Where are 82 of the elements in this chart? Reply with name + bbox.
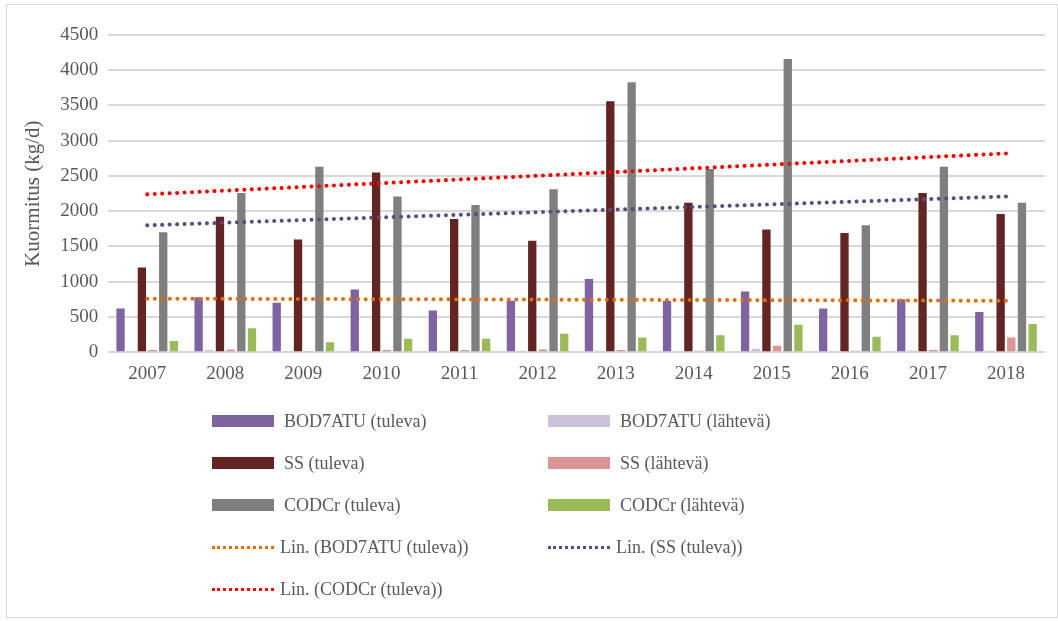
x-tick-label: 2014 bbox=[674, 361, 714, 383]
bar bbox=[293, 239, 303, 352]
bar bbox=[247, 328, 257, 352]
legend-label: Lin. (SS (tuleva)) bbox=[616, 536, 743, 558]
bar bbox=[638, 337, 647, 352]
bar bbox=[627, 82, 636, 352]
bar bbox=[872, 336, 881, 352]
bar bbox=[1007, 337, 1016, 352]
bar bbox=[584, 278, 594, 352]
legend-label: SS (lähtevä) bbox=[620, 452, 709, 474]
y-tick-label: 4000 bbox=[60, 58, 99, 80]
bar bbox=[237, 192, 246, 352]
y-tick-label: 2500 bbox=[60, 163, 99, 185]
bar bbox=[716, 335, 725, 352]
x-tick-label: 2015 bbox=[752, 361, 791, 383]
y-tick-label: 500 bbox=[69, 304, 99, 326]
bar bbox=[684, 202, 693, 352]
bar bbox=[975, 312, 984, 352]
x-tick-label: 2009 bbox=[284, 361, 323, 383]
bar bbox=[897, 299, 906, 352]
bar bbox=[528, 240, 537, 352]
bar bbox=[1028, 324, 1037, 352]
bar bbox=[918, 192, 927, 352]
bar bbox=[762, 229, 771, 352]
bar bbox=[482, 338, 491, 352]
bar bbox=[194, 297, 203, 352]
legend-label: SS (tuleva) bbox=[284, 452, 365, 474]
legend-label: CODCr (tuleva) bbox=[284, 494, 401, 516]
bar bbox=[950, 335, 959, 352]
legend-label: BOD7ATU (tuleva) bbox=[284, 410, 427, 432]
x-tick-label: 2010 bbox=[362, 361, 401, 383]
bar bbox=[350, 289, 359, 352]
bar bbox=[471, 204, 480, 352]
legend-label: Lin. (CODCr (tuleva)) bbox=[280, 578, 443, 600]
bar bbox=[371, 172, 381, 352]
bar bbox=[428, 310, 437, 352]
x-tick-label: 2007 bbox=[128, 361, 167, 383]
y-tick-label: 0 bbox=[88, 340, 99, 362]
bar bbox=[215, 216, 225, 352]
bar bbox=[506, 300, 516, 352]
x-tick-label: 2016 bbox=[830, 361, 869, 383]
bar bbox=[939, 166, 949, 352]
bar bbox=[740, 291, 750, 352]
x-tick-label: 2011 bbox=[440, 361, 479, 383]
bar bbox=[772, 345, 782, 352]
bar bbox=[840, 233, 849, 352]
bar bbox=[662, 300, 672, 352]
legend-label: BOD7ATU (lähtevä) bbox=[620, 410, 771, 432]
bar bbox=[393, 196, 402, 352]
y-tick-label: 1000 bbox=[60, 269, 99, 291]
bar bbox=[403, 338, 413, 352]
bar bbox=[996, 214, 1005, 352]
bar bbox=[1017, 202, 1027, 352]
bar bbox=[819, 308, 828, 352]
bar bbox=[169, 340, 179, 352]
y-tick-label: 3500 bbox=[60, 93, 99, 115]
bar bbox=[450, 218, 459, 352]
bar bbox=[606, 101, 615, 352]
legend-label: CODCr (lähtevä) bbox=[620, 494, 745, 516]
y-axis-title: Kuormitus (kg/d) bbox=[20, 120, 45, 267]
y-tick-label: 2000 bbox=[60, 199, 99, 221]
y-tick-label: 3000 bbox=[60, 128, 99, 150]
bar bbox=[794, 324, 803, 352]
bar bbox=[159, 232, 168, 352]
y-tick-label: 1500 bbox=[60, 234, 99, 256]
x-tick-label: 2018 bbox=[986, 361, 1025, 383]
bar bbox=[116, 308, 125, 352]
bar bbox=[315, 166, 324, 352]
x-tick-label: 2017 bbox=[908, 361, 947, 383]
bar bbox=[325, 342, 335, 352]
bar bbox=[783, 58, 792, 352]
x-tick-label: 2012 bbox=[518, 361, 557, 383]
x-tick-label: 2008 bbox=[206, 361, 245, 383]
bar bbox=[560, 333, 569, 352]
x-tick-label: 2013 bbox=[596, 361, 635, 383]
bar bbox=[272, 302, 281, 352]
bar bbox=[861, 225, 870, 352]
y-tick-label: 4500 bbox=[60, 22, 99, 44]
bar bbox=[549, 189, 558, 352]
bar bbox=[705, 168, 714, 352]
bar bbox=[137, 267, 147, 352]
legend-label: Lin. (BOD7ATU (tuleva)) bbox=[280, 536, 469, 558]
